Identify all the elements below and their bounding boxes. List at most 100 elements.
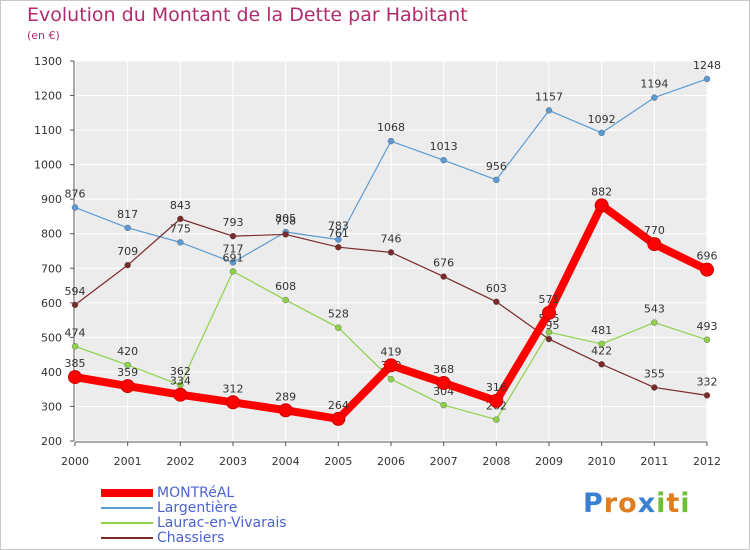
data-point [493, 176, 500, 184]
data-point [335, 243, 342, 251]
data-label: 316 [486, 381, 507, 394]
data-point [647, 237, 662, 252]
data-label: 956 [486, 160, 507, 173]
data-point [651, 384, 658, 391]
data-point [124, 224, 131, 232]
data-label: 709 [117, 245, 138, 258]
data-label: 805 [275, 212, 296, 225]
x-tick-label: 2002 [166, 455, 194, 468]
logo-letter: i [656, 488, 667, 519]
data-label: 770 [644, 224, 665, 237]
data-label: 362 [170, 365, 191, 378]
data-point [71, 301, 79, 309]
data-point [229, 268, 237, 275]
x-tick-label: 2007 [430, 455, 458, 468]
data-label: 676 [433, 257, 454, 270]
data-label: 1194 [640, 78, 668, 91]
legend-label: MONTRéAL [157, 484, 235, 501]
legend-item: Chassiers [101, 529, 287, 546]
logo-letter: x [637, 488, 657, 519]
data-label: 264 [328, 399, 349, 412]
data-label: 543 [644, 303, 665, 316]
proxiti-logo: Proxiti [583, 488, 691, 519]
legend-swatch [101, 536, 153, 539]
y-tick-label: 200 [41, 435, 62, 448]
data-label: 571 [539, 293, 560, 306]
data-point [387, 137, 395, 145]
data-label: 817 [117, 208, 138, 221]
data-point [282, 296, 289, 304]
legend-label: Chassiers [157, 529, 225, 546]
legend-swatch [101, 488, 153, 497]
data-point [598, 361, 605, 368]
data-point [700, 262, 714, 277]
data-point [493, 298, 500, 305]
data-label: 289 [275, 390, 296, 403]
data-point [68, 370, 82, 385]
data-label: 882 [591, 185, 612, 198]
data-point [545, 107, 553, 114]
data-label: 775 [170, 222, 191, 235]
data-label: 798 [275, 214, 296, 227]
data-point [545, 335, 553, 343]
x-tick-label: 2012 [693, 455, 721, 468]
data-point [703, 75, 711, 83]
logo-letter: t [666, 488, 681, 519]
x-tick-label: 2006 [377, 455, 405, 468]
data-label: 334 [170, 375, 191, 388]
data-label: 793 [223, 216, 244, 229]
legend-label: Laurac-en-Vivarais [157, 514, 287, 531]
data-label: 1068 [377, 121, 405, 134]
data-point [331, 411, 346, 426]
data-point [594, 198, 609, 213]
data-point [71, 343, 79, 350]
data-point [335, 236, 342, 243]
data-label: 332 [697, 375, 718, 388]
data-point [124, 361, 131, 369]
data-label: 420 [117, 345, 138, 358]
x-tick-label: 2011 [640, 455, 668, 468]
data-point [489, 393, 504, 408]
data-label: 746 [381, 232, 402, 245]
data-point [384, 358, 398, 373]
data-point [177, 215, 184, 223]
data-point [229, 259, 237, 266]
data-point [542, 305, 556, 320]
data-label: 368 [433, 363, 454, 376]
data-label: 843 [170, 199, 191, 212]
data-point [436, 375, 451, 390]
legend-item: MONTRéAL [101, 484, 287, 501]
data-label: 481 [591, 324, 612, 337]
data-point [278, 403, 293, 418]
x-tick-label: 2001 [114, 455, 142, 468]
y-tick-label: 1300 [34, 55, 62, 68]
y-tick-label: 1200 [34, 90, 62, 103]
data-label: 594 [65, 285, 86, 298]
data-point [493, 416, 500, 423]
x-tick-label: 2009 [535, 455, 563, 468]
data-point [71, 204, 79, 211]
data-point [124, 261, 131, 269]
legend-item: Largentière [101, 500, 287, 516]
data-label: 691 [223, 251, 244, 264]
data-point [440, 156, 447, 164]
data-point [229, 232, 237, 240]
data-label: 603 [486, 282, 507, 295]
data-label: 422 [591, 344, 612, 357]
data-label: 608 [275, 280, 296, 293]
x-tick-label: 2005 [324, 455, 352, 468]
y-tick-label: 900 [41, 193, 62, 206]
data-label: 1013 [430, 140, 458, 153]
data-label: 783 [328, 220, 349, 233]
data-label: 312 [223, 382, 244, 395]
data-point [335, 324, 342, 331]
x-tick-label: 2003 [219, 455, 247, 468]
data-point [598, 340, 605, 348]
data-point [440, 273, 447, 280]
x-tick-label: 2010 [588, 455, 616, 468]
x-tick-label: 2004 [272, 455, 300, 468]
data-point [651, 94, 658, 101]
data-point [282, 231, 289, 238]
data-label: 528 [328, 308, 349, 321]
